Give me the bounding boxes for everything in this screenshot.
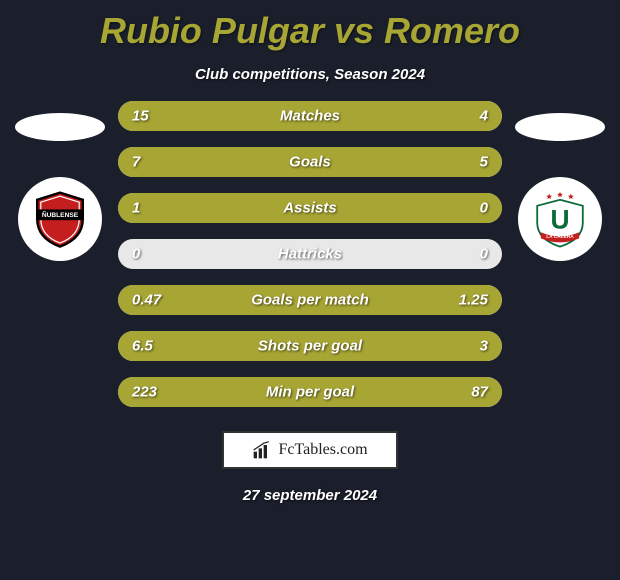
stat-value-left: 15 xyxy=(132,108,149,125)
stat-value-right: 0 xyxy=(480,246,488,263)
stat-value-right: 0 xyxy=(480,200,488,217)
subtitle: Club competitions, Season 2024 xyxy=(0,66,620,83)
stat-value-left: 0.47 xyxy=(132,292,161,309)
stat-fill-right xyxy=(341,147,502,177)
stat-row: 223 87 Min per goal xyxy=(118,377,502,407)
stat-value-left: 223 xyxy=(132,384,157,401)
stat-label: Assists xyxy=(283,200,336,217)
stat-label: Min per goal xyxy=(266,384,354,401)
stat-fill-left xyxy=(118,101,421,131)
team-badge-left: ÑUBLENSE xyxy=(18,177,102,261)
stat-value-left: 1 xyxy=(132,200,140,217)
stat-fill-right xyxy=(421,101,502,131)
stat-row: 0.47 1.25 Goals per match xyxy=(118,285,502,315)
stat-label: Shots per goal xyxy=(258,338,362,355)
stat-row: 6.5 3 Shots per goal xyxy=(118,331,502,361)
stat-value-left: 0 xyxy=(132,246,140,263)
player-left-ellipse xyxy=(15,113,105,141)
fctables-logo-text: FcTables.com xyxy=(278,441,367,459)
date-text: 27 september 2024 xyxy=(0,487,620,504)
stat-row: 0 0 Hattricks xyxy=(118,239,502,269)
stat-row: 1 0 Assists xyxy=(118,193,502,223)
left-column: ÑUBLENSE xyxy=(10,101,110,423)
stat-value-right: 3 xyxy=(480,338,488,355)
stat-label: Hattricks xyxy=(278,246,342,263)
stat-value-left: 7 xyxy=(132,154,140,171)
stat-row: 15 4 Matches xyxy=(118,101,502,131)
fctables-logo: FcTables.com xyxy=(222,431,398,469)
page-title: Rubio Pulgar vs Romero xyxy=(0,0,620,52)
svg-text:U: U xyxy=(550,205,569,235)
team-badge-right: U LA CALERA xyxy=(518,177,602,261)
stat-label: Matches xyxy=(280,108,340,125)
stat-value-right: 4 xyxy=(480,108,488,125)
right-column: U LA CALERA xyxy=(510,101,610,423)
stat-row: 7 5 Goals xyxy=(118,147,502,177)
stat-label: Goals xyxy=(289,154,331,171)
stat-value-right: 5 xyxy=(480,154,488,171)
stat-bars: 15 4 Matches 7 5 Goals 1 0 Assists 0 0 Hattricks 0.4… xyxy=(110,101,510,423)
stat-label: Goals per match xyxy=(251,292,369,309)
svg-text:LA CALERA: LA CALERA xyxy=(546,234,574,240)
stat-value-left: 6.5 xyxy=(132,338,153,355)
stat-value-right: 1.25 xyxy=(459,292,488,309)
la-calera-shield-icon: U LA CALERA xyxy=(530,189,590,249)
nublense-shield-icon: ÑUBLENSE xyxy=(30,189,90,249)
comparison-main: ÑUBLENSE 15 4 Matches 7 5 Goals 1 0 Assists 0 0 Hat… xyxy=(0,101,620,423)
stat-value-right: 87 xyxy=(471,384,488,401)
player-right-ellipse xyxy=(515,113,605,141)
fctables-chart-icon xyxy=(252,440,272,460)
